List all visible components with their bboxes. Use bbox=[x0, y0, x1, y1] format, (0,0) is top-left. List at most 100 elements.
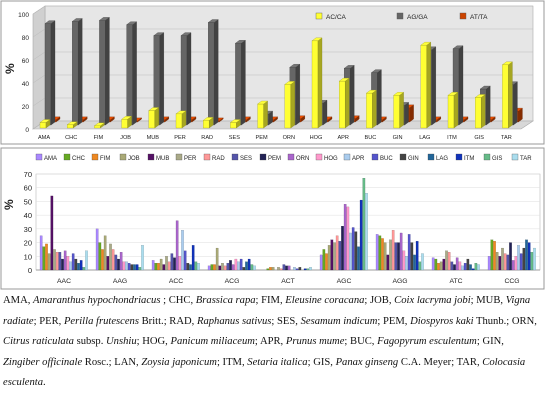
top-bar-top bbox=[71, 18, 83, 22]
top-bar-side bbox=[426, 41, 431, 129]
bottom-ytick-label: 40 bbox=[24, 211, 32, 220]
top-chart-side-wall bbox=[32, 5, 46, 130]
top-gridline-side bbox=[32, 74, 46, 84]
bottom-bar-chc bbox=[42, 246, 46, 271]
bottom-bar-tar bbox=[253, 265, 256, 271]
bottom-legend-label: BUC bbox=[380, 156, 393, 162]
top-legend-swatch bbox=[315, 12, 323, 20]
top-bar-ac-ca bbox=[501, 61, 513, 129]
caption-entry: GIS, Panax ginseng C.A. Meyer; bbox=[313, 357, 456, 368]
caption-code: ITM, bbox=[222, 356, 248, 368]
bottom-bar-gis bbox=[250, 264, 254, 271]
bottom-bar-ses bbox=[170, 253, 174, 271]
bottom-bar-fim bbox=[101, 249, 104, 271]
top-bar-ag-ga bbox=[180, 32, 192, 126]
bottom-legend-swatch bbox=[371, 153, 379, 161]
top-bar-front bbox=[94, 125, 101, 129]
bottom-bar-orn bbox=[399, 232, 403, 271]
bottom-bar-fim bbox=[213, 264, 216, 271]
top-xtick-label: AMA bbox=[38, 135, 50, 141]
top-bar-side bbox=[377, 69, 382, 126]
top-gridline-side bbox=[32, 5, 46, 15]
bottom-ytick-label: 60 bbox=[24, 184, 32, 193]
bottom-xtick-label: AAC bbox=[57, 278, 71, 285]
caption-authority: Thunb. bbox=[473, 315, 507, 327]
top-bar-side bbox=[508, 61, 513, 129]
bottom-xtick-label: ATC bbox=[449, 278, 462, 285]
top-bar-top bbox=[202, 117, 214, 121]
bottom-legend-label: MUB bbox=[156, 156, 169, 162]
bottom-bar-pem bbox=[117, 258, 120, 271]
top-bar-top bbox=[370, 69, 382, 73]
top-ytick-label: 20 bbox=[22, 104, 30, 111]
bottom-bar-pem bbox=[285, 265, 288, 271]
caption-species: Citrus raticulata bbox=[3, 336, 74, 348]
bottom-bar-per bbox=[333, 242, 336, 271]
top-bar-ac-ca bbox=[393, 92, 405, 129]
bottom-bar-lag bbox=[525, 239, 528, 271]
top-bar-ac-ca bbox=[447, 92, 459, 129]
bottom-bar-buc bbox=[295, 268, 299, 271]
bottom-bar-tar bbox=[477, 264, 480, 271]
bottom-bar-lag bbox=[413, 254, 416, 271]
caption-species: Fagopyrum esculentum bbox=[377, 336, 477, 348]
caption-code: CHC, bbox=[168, 295, 196, 306]
top-bar-top bbox=[452, 45, 464, 49]
top-bar-ac-ca bbox=[284, 81, 296, 129]
top-bar-ag-ga bbox=[153, 32, 165, 126]
top-bar-ag-ga bbox=[234, 39, 246, 126]
bottom-bar-itm bbox=[303, 268, 307, 271]
caption-species: Panax ginseng bbox=[335, 356, 399, 368]
bottom-bar-pem bbox=[61, 258, 64, 271]
caption-species: Vigna radiate bbox=[3, 295, 531, 327]
bottom-bar-tar bbox=[141, 245, 144, 271]
top-xtick-label: ORN bbox=[283, 135, 295, 141]
bottom-bar-hog bbox=[402, 250, 406, 271]
caption-entry: RAD, Raphanus sativus; bbox=[169, 316, 277, 327]
top-bar-side bbox=[78, 18, 83, 126]
bottom-bar-chc bbox=[434, 258, 438, 271]
caption-separator: ; bbox=[216, 356, 223, 368]
bottom-bar-pem bbox=[397, 242, 400, 271]
caption-separator: ; bbox=[470, 295, 477, 306]
bottom-bar-ses bbox=[282, 264, 286, 271]
bottom-bar-gis bbox=[138, 267, 142, 271]
bottom-bar-apr bbox=[461, 265, 464, 271]
bottom-bar-tar bbox=[309, 267, 312, 271]
top-bar-top bbox=[148, 107, 160, 111]
bottom-legend-label: GIS bbox=[492, 156, 502, 162]
top-bar-top bbox=[234, 40, 246, 44]
top-xtick-label: MUB bbox=[147, 135, 160, 141]
bottom-bar-gis bbox=[306, 268, 310, 271]
top-bar-ag-ga bbox=[452, 45, 464, 126]
bottom-bar-per bbox=[277, 267, 280, 271]
bottom-legend-label: JOB bbox=[128, 156, 140, 162]
top-bar-front bbox=[339, 80, 346, 129]
bottom-bar-hog bbox=[514, 256, 518, 271]
bottom-bar-itm bbox=[359, 199, 363, 271]
bottom-legend-swatch bbox=[63, 153, 71, 161]
top-chart-ylabel: % bbox=[3, 63, 17, 74]
top-xtick-label: JOB bbox=[120, 135, 131, 141]
bottom-legend-swatch bbox=[91, 153, 99, 161]
caption-separator: ; bbox=[344, 336, 350, 348]
bottom-bar-tar bbox=[365, 193, 368, 271]
caption-code: RAD, bbox=[169, 315, 197, 327]
caption-separator: ; bbox=[506, 315, 512, 327]
caption-entry: MUB, Vigna radiate; bbox=[3, 295, 530, 327]
bottom-ytick-label: 50 bbox=[24, 197, 32, 206]
bottom-bar-hog bbox=[178, 256, 182, 271]
top-bar-side bbox=[263, 100, 268, 129]
bottom-bar-gin bbox=[466, 258, 470, 271]
top-bar-top bbox=[257, 100, 269, 105]
bottom-xtick-label: ACT bbox=[281, 278, 295, 285]
bottom-legend-swatch bbox=[315, 153, 323, 161]
bottom-bar-job bbox=[103, 235, 107, 271]
bottom-xtick-label: AGC bbox=[337, 278, 352, 285]
bottom-bar-apr bbox=[125, 261, 128, 271]
bottom-bar-orn bbox=[343, 204, 347, 271]
top-gridline-side bbox=[32, 51, 46, 61]
top-bar-side bbox=[372, 89, 377, 129]
bottom-bar-gis bbox=[530, 252, 534, 271]
top-bar-front bbox=[44, 23, 52, 126]
